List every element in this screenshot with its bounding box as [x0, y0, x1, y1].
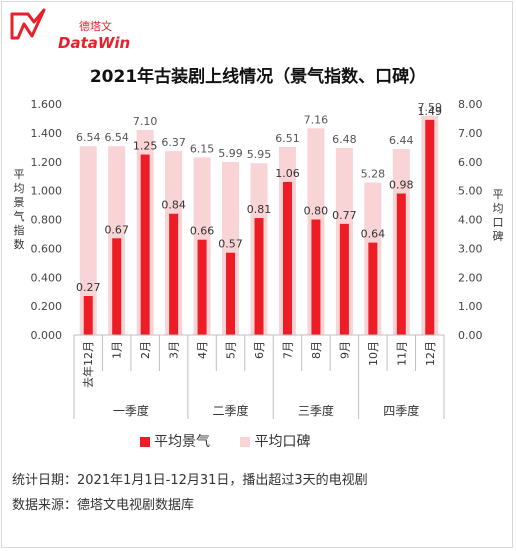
x-tick-label: 9月	[338, 341, 351, 359]
heat-data-label: 0.66	[190, 225, 215, 238]
quarter-group-label: 一季度	[113, 403, 149, 418]
legend-swatch-rating	[240, 437, 251, 447]
y-left-tick-label: 1.600	[31, 98, 63, 111]
legend-label-rating: 平均口碑	[254, 434, 311, 450]
heat-data-label: 0.64	[361, 228, 386, 241]
heat-bar	[83, 296, 93, 335]
x-tick-label: 6月	[253, 341, 266, 359]
y-right-tick-label: 5.00	[458, 185, 483, 198]
y-left-tick-label: 0.600	[31, 242, 63, 255]
y-left-tick-label: 0.200	[31, 300, 63, 313]
rating-data-label: 6.15	[190, 142, 215, 155]
quarter-group-label: 三季度	[298, 403, 334, 418]
x-tick-label: 去年12月	[81, 341, 95, 388]
x-tick-label: 2月	[139, 341, 152, 359]
rating-data-label: 6.48	[332, 133, 357, 146]
y-left-tick-label: 1.000	[31, 185, 63, 198]
heat-data-label: 0.84	[161, 199, 186, 212]
x-tick-label: 1月	[111, 341, 124, 359]
y-right-tick-label: 8.00	[458, 98, 483, 111]
heat-data-label: 0.67	[104, 223, 129, 236]
logo-cn-text: 德塔文	[79, 20, 112, 33]
heat-bar	[282, 181, 292, 335]
rating-data-label: 6.54	[104, 131, 129, 144]
x-tick-label: 10月	[367, 341, 380, 366]
heat-data-label: 1.49	[418, 105, 443, 118]
y-right-tick-label: 0.00	[458, 329, 483, 342]
heat-bar	[197, 239, 207, 335]
legend-item-rating: 平均口碑	[240, 431, 310, 451]
heat-bar	[112, 238, 122, 335]
x-tick-label: 4月	[196, 341, 209, 359]
rating-data-label: 7.16	[304, 113, 329, 126]
rating-data-label: 6.44	[389, 134, 414, 147]
rating-data-label: 6.51	[275, 132, 300, 145]
heat-data-label: 0.80	[304, 205, 329, 218]
x-tick-label: 5月	[225, 341, 238, 359]
x-tick-label: 8月	[310, 341, 323, 359]
x-tick-label: 12月	[424, 341, 437, 366]
logo-mark-icon	[10, 8, 46, 40]
y-right-tick-label: 2.00	[458, 271, 483, 284]
rating-bar	[79, 146, 97, 335]
heat-bar	[368, 242, 378, 335]
heat-bar	[339, 223, 349, 335]
heat-data-label: 0.98	[389, 179, 414, 192]
x-tick-label: 3月	[168, 341, 181, 359]
legend-label-heat: 平均景气	[154, 434, 210, 450]
heat-bar	[169, 213, 179, 335]
quarter-group-label: 二季度	[213, 403, 249, 418]
heat-data-label: 1.06	[275, 167, 300, 180]
y-left-tick-label: 1.200	[31, 156, 63, 169]
y-right-tick-label: 6.00	[458, 156, 483, 169]
heat-data-label: 0.81	[247, 203, 272, 216]
y-left-tick-label: 0.000	[31, 329, 63, 342]
rating-data-label: 5.28	[361, 168, 386, 181]
legend-swatch-heat	[140, 437, 150, 447]
x-tick-label: 7月	[281, 341, 294, 359]
logo-text: DataWin	[58, 34, 131, 52]
footer-stat-date: 统计日期：2021年1月1日-12月31日，播出超过3天的电视剧	[12, 473, 368, 488]
heat-data-label: 0.57	[218, 238, 243, 251]
rating-data-label: 6.37	[161, 136, 186, 149]
y-axis-left-label: 平均景气指数	[13, 168, 25, 251]
heat-bar	[396, 193, 406, 335]
heat-data-label: 1.25	[133, 140, 158, 153]
rating-data-label: 6.54	[76, 131, 101, 144]
quarter-group-label: 四季度	[383, 403, 419, 418]
y-right-tick-label: 1.00	[458, 300, 483, 313]
y-right-tick-label: 3.00	[458, 242, 483, 255]
y-left-tick-label: 1.400	[31, 127, 63, 140]
heat-data-label: 0.27	[76, 281, 101, 294]
legend-item-heat: 平均景气	[140, 431, 210, 451]
heat-bar	[226, 252, 236, 335]
legend: 平均景气 平均口碑	[140, 431, 336, 451]
rating-data-label: 5.95	[247, 148, 272, 161]
chart-title: 2021年古装剧上线情况（景气指数、口碑）	[89, 67, 427, 87]
heat-data-label: 0.77	[332, 209, 357, 222]
y-left-tick-label: 0.400	[31, 271, 63, 284]
heat-bar	[140, 154, 150, 335]
y-right-tick-label: 4.00	[458, 214, 483, 227]
heat-bar	[425, 119, 435, 335]
x-tick-label: 11月	[395, 341, 408, 366]
rating-data-label: 7.59	[418, 101, 443, 114]
y-right-tick-label: 7.00	[458, 127, 483, 140]
y-left-tick-label: 0.800	[31, 214, 63, 227]
rating-data-label: 7.10	[133, 115, 158, 128]
y-axis-right-label: 平均口碑	[492, 188, 504, 243]
rating-data-label: 5.99	[218, 147, 243, 160]
datawin-logo: 德塔文 DataWin	[10, 8, 150, 52]
heat-bar	[311, 219, 321, 335]
heat-bar	[254, 218, 264, 335]
footer-source: 数据来源：德塔文电视剧数据库	[12, 498, 195, 513]
